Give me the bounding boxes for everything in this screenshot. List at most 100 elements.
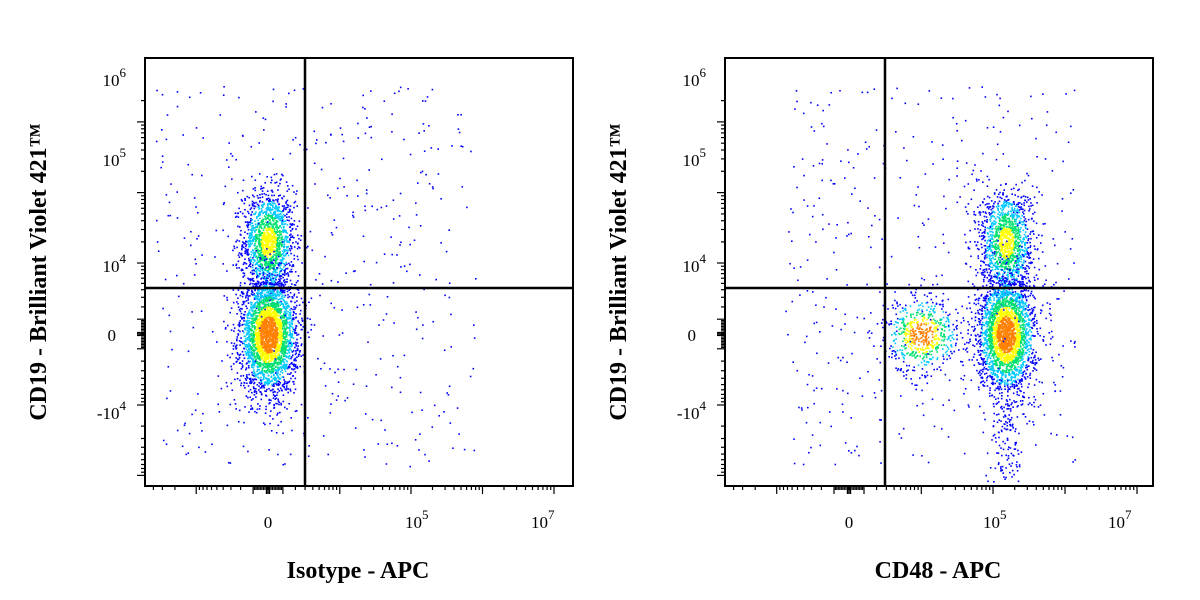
chart-point — [286, 240, 288, 242]
chart-point — [282, 342, 285, 345]
chart-point — [423, 150, 426, 152]
chart-point — [276, 225, 279, 228]
chart-point — [270, 250, 272, 253]
chart-point — [273, 290, 275, 293]
chart-point — [262, 289, 265, 291]
chart-point — [272, 267, 275, 270]
chart-point — [362, 235, 365, 238]
chart-point — [280, 341, 282, 344]
chart-point — [290, 236, 292, 239]
chart-point — [275, 283, 278, 286]
chart-point — [251, 225, 253, 227]
chart-point — [259, 295, 262, 298]
chart-point — [274, 359, 276, 362]
chart-point — [267, 306, 269, 308]
chart-point — [268, 234, 271, 237]
chart-point — [228, 166, 230, 168]
chart-point — [240, 382, 243, 384]
chart-point — [275, 331, 277, 334]
chart-point — [299, 350, 301, 352]
chart-point — [289, 453, 292, 456]
chart-point — [283, 266, 285, 268]
chart-point — [256, 335, 258, 337]
chart-point — [290, 345, 292, 348]
chart-point — [257, 261, 260, 263]
chart-point — [299, 313, 301, 315]
chart-point — [274, 320, 277, 322]
chart-point — [278, 275, 281, 278]
chart-point — [248, 245, 250, 248]
chart-point — [269, 209, 272, 211]
chart-point — [286, 249, 288, 252]
chart-point — [216, 341, 218, 343]
chart-point — [270, 362, 273, 365]
chart-point — [252, 362, 255, 364]
chart-point — [261, 333, 264, 335]
chart-point — [262, 364, 264, 366]
chart-point — [278, 250, 281, 253]
chart-point — [246, 307, 248, 310]
chart-point — [289, 279, 292, 282]
chart-point — [272, 364, 275, 366]
chart-point — [255, 307, 258, 309]
chart-point — [241, 134, 244, 137]
chart-point — [293, 342, 295, 345]
chart-point — [366, 117, 368, 119]
chart-point — [252, 353, 254, 355]
chart-point — [283, 195, 285, 198]
chart-point — [261, 338, 263, 341]
chart-point — [262, 117, 265, 119]
chart-point — [285, 261, 287, 264]
chart-point — [252, 236, 254, 239]
chart-point — [232, 249, 234, 252]
chart-point — [246, 288, 249, 291]
chart-point — [248, 311, 250, 313]
chart-point — [421, 409, 423, 411]
chart-point — [259, 200, 261, 202]
chart-point — [281, 360, 283, 362]
chart-point — [274, 344, 277, 346]
chart-point — [266, 299, 269, 302]
chart-point — [257, 222, 260, 225]
chart-point — [283, 257, 285, 260]
chart-point — [275, 205, 278, 208]
chart-point — [262, 325, 265, 328]
chart-point — [266, 363, 269, 366]
chart-point — [280, 322, 282, 324]
chart-point — [277, 216, 279, 218]
chart-point — [265, 244, 267, 247]
chart-point — [267, 216, 269, 219]
chart-point — [251, 242, 253, 245]
chart-point — [283, 328, 286, 330]
chart-point — [264, 323, 266, 325]
chart-point — [279, 312, 282, 315]
chart-point — [249, 388, 252, 391]
chart-point — [261, 196, 264, 198]
chart-point — [274, 330, 277, 332]
chart-point — [241, 245, 244, 248]
chart-point — [265, 377, 267, 380]
chart-point — [246, 225, 249, 228]
chart-point — [233, 327, 236, 329]
chart-point — [275, 303, 277, 305]
chart-point — [450, 313, 452, 316]
chart-point — [461, 186, 464, 188]
chart-point — [253, 238, 256, 241]
chart-point — [259, 342, 261, 344]
chart-point — [460, 113, 462, 116]
chart-point — [283, 332, 285, 334]
chart-point — [273, 345, 276, 347]
chart-point — [268, 272, 271, 275]
chart-point — [264, 311, 266, 314]
chart-point — [263, 353, 265, 356]
chart-point — [264, 299, 267, 301]
chart-point — [282, 231, 285, 233]
chart-point — [273, 360, 276, 363]
chart-point — [249, 351, 252, 354]
chart-point — [272, 277, 274, 279]
chart-point — [268, 233, 270, 235]
chart-point — [268, 345, 270, 348]
chart-point — [268, 200, 270, 202]
chart-point — [354, 427, 357, 429]
chart-point — [257, 323, 259, 325]
